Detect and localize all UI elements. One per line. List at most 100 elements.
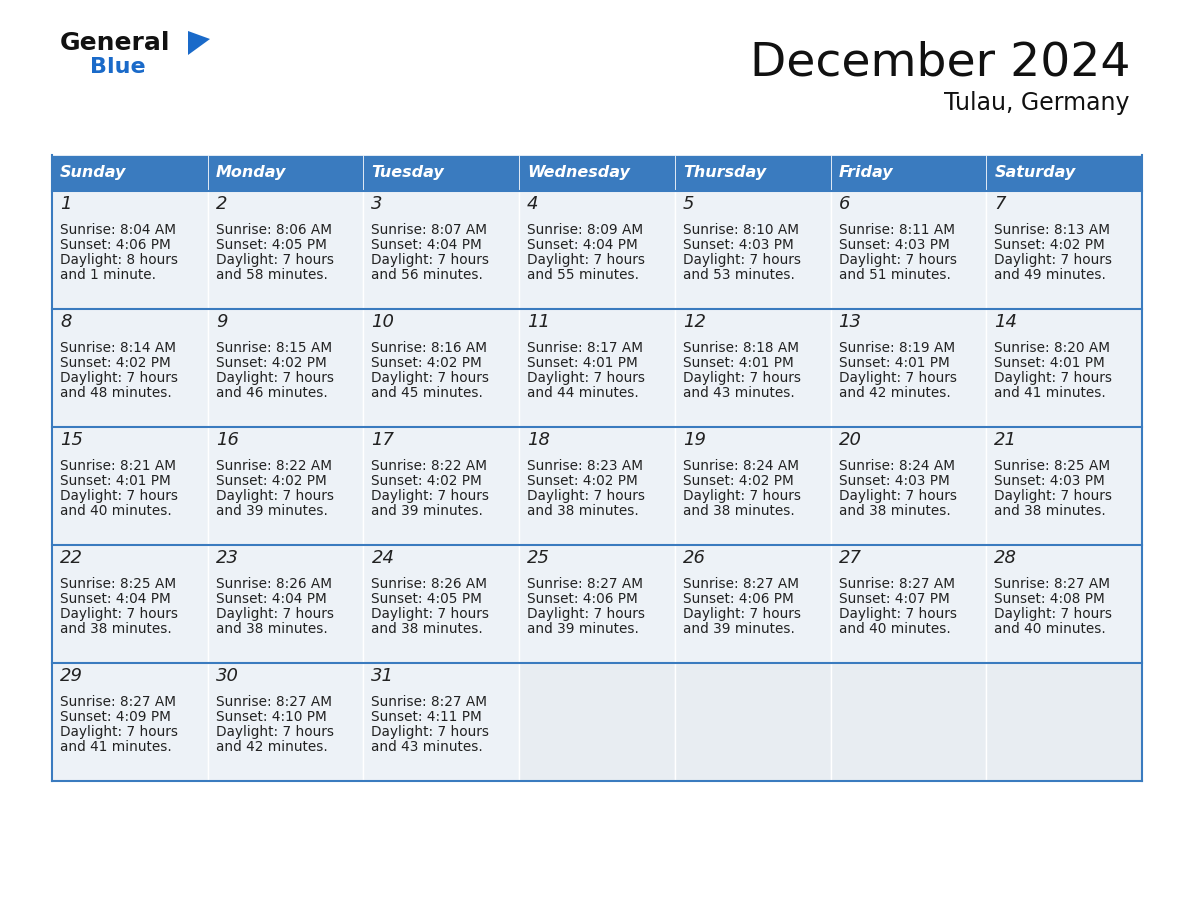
Text: Sunset: 4:04 PM: Sunset: 4:04 PM bbox=[372, 238, 482, 252]
Bar bbox=[364, 309, 519, 427]
Text: Sunrise: 8:07 AM: Sunrise: 8:07 AM bbox=[372, 223, 487, 237]
Text: 25: 25 bbox=[527, 549, 550, 567]
Text: 27: 27 bbox=[839, 549, 861, 567]
Text: 31: 31 bbox=[372, 667, 394, 685]
Text: Daylight: 7 hours: Daylight: 7 hours bbox=[61, 607, 178, 621]
Text: and 40 minutes.: and 40 minutes. bbox=[61, 504, 172, 518]
Bar bbox=[675, 663, 830, 781]
Text: Sunset: 4:02 PM: Sunset: 4:02 PM bbox=[994, 238, 1105, 252]
Bar bbox=[830, 427, 986, 545]
Text: Sunset: 4:04 PM: Sunset: 4:04 PM bbox=[61, 592, 171, 606]
Bar bbox=[986, 663, 1142, 781]
Text: Daylight: 7 hours: Daylight: 7 hours bbox=[994, 371, 1112, 385]
Text: and 41 minutes.: and 41 minutes. bbox=[61, 740, 172, 754]
Text: Sunrise: 8:22 AM: Sunrise: 8:22 AM bbox=[372, 459, 487, 473]
Text: Sunset: 4:03 PM: Sunset: 4:03 PM bbox=[839, 474, 949, 488]
Bar bbox=[519, 309, 675, 427]
Text: and 48 minutes.: and 48 minutes. bbox=[61, 386, 172, 400]
Text: Daylight: 7 hours: Daylight: 7 hours bbox=[527, 489, 645, 503]
Text: Sunrise: 8:27 AM: Sunrise: 8:27 AM bbox=[216, 695, 331, 709]
Bar bbox=[364, 427, 519, 545]
Text: Sunset: 4:08 PM: Sunset: 4:08 PM bbox=[994, 592, 1105, 606]
Text: Daylight: 8 hours: Daylight: 8 hours bbox=[61, 253, 178, 267]
Text: Sunset: 4:01 PM: Sunset: 4:01 PM bbox=[683, 356, 794, 370]
Bar bbox=[519, 155, 675, 191]
Bar bbox=[830, 155, 986, 191]
Text: Sunrise: 8:16 AM: Sunrise: 8:16 AM bbox=[372, 341, 487, 355]
Text: December 2024: December 2024 bbox=[750, 40, 1130, 85]
Text: Sunrise: 8:27 AM: Sunrise: 8:27 AM bbox=[372, 695, 487, 709]
Text: Sunrise: 8:27 AM: Sunrise: 8:27 AM bbox=[683, 577, 798, 591]
Text: 11: 11 bbox=[527, 313, 550, 331]
Text: Sunrise: 8:26 AM: Sunrise: 8:26 AM bbox=[216, 577, 331, 591]
Text: and 58 minutes.: and 58 minutes. bbox=[216, 268, 328, 282]
Text: and 38 minutes.: and 38 minutes. bbox=[61, 622, 172, 636]
Text: 24: 24 bbox=[372, 549, 394, 567]
Text: Sunrise: 8:27 AM: Sunrise: 8:27 AM bbox=[839, 577, 955, 591]
Bar bbox=[830, 191, 986, 309]
Text: Daylight: 7 hours: Daylight: 7 hours bbox=[839, 371, 956, 385]
Bar bbox=[208, 427, 364, 545]
Text: 18: 18 bbox=[527, 431, 550, 449]
Text: Daylight: 7 hours: Daylight: 7 hours bbox=[372, 489, 489, 503]
Bar bbox=[208, 155, 364, 191]
Text: General: General bbox=[61, 31, 171, 55]
Bar bbox=[364, 545, 519, 663]
Text: Daylight: 7 hours: Daylight: 7 hours bbox=[839, 253, 956, 267]
Text: 15: 15 bbox=[61, 431, 83, 449]
Text: and 45 minutes.: and 45 minutes. bbox=[372, 386, 484, 400]
Text: Wednesday: Wednesday bbox=[527, 165, 630, 181]
Text: 6: 6 bbox=[839, 195, 851, 213]
Text: Sunday: Sunday bbox=[61, 165, 126, 181]
Text: Sunset: 4:01 PM: Sunset: 4:01 PM bbox=[839, 356, 949, 370]
Text: 21: 21 bbox=[994, 431, 1017, 449]
Bar bbox=[830, 309, 986, 427]
Text: Sunrise: 8:27 AM: Sunrise: 8:27 AM bbox=[61, 695, 176, 709]
Text: Sunrise: 8:27 AM: Sunrise: 8:27 AM bbox=[994, 577, 1111, 591]
Text: 19: 19 bbox=[683, 431, 706, 449]
Text: and 46 minutes.: and 46 minutes. bbox=[216, 386, 328, 400]
Text: Sunset: 4:01 PM: Sunset: 4:01 PM bbox=[61, 474, 171, 488]
Text: and 38 minutes.: and 38 minutes. bbox=[216, 622, 328, 636]
Text: and 56 minutes.: and 56 minutes. bbox=[372, 268, 484, 282]
Text: Sunrise: 8:13 AM: Sunrise: 8:13 AM bbox=[994, 223, 1111, 237]
Bar bbox=[675, 191, 830, 309]
Text: Daylight: 7 hours: Daylight: 7 hours bbox=[61, 489, 178, 503]
Text: Sunrise: 8:14 AM: Sunrise: 8:14 AM bbox=[61, 341, 176, 355]
Text: Sunrise: 8:25 AM: Sunrise: 8:25 AM bbox=[61, 577, 176, 591]
Text: Monday: Monday bbox=[216, 165, 286, 181]
Text: Sunset: 4:02 PM: Sunset: 4:02 PM bbox=[216, 356, 327, 370]
Text: Sunrise: 8:06 AM: Sunrise: 8:06 AM bbox=[216, 223, 331, 237]
Text: Sunrise: 8:21 AM: Sunrise: 8:21 AM bbox=[61, 459, 176, 473]
Text: Sunrise: 8:15 AM: Sunrise: 8:15 AM bbox=[216, 341, 331, 355]
Bar bbox=[364, 663, 519, 781]
Bar bbox=[52, 545, 208, 663]
Bar bbox=[830, 663, 986, 781]
Text: Sunrise: 8:19 AM: Sunrise: 8:19 AM bbox=[839, 341, 955, 355]
Text: and 39 minutes.: and 39 minutes. bbox=[527, 622, 639, 636]
Text: Sunset: 4:02 PM: Sunset: 4:02 PM bbox=[216, 474, 327, 488]
Text: Daylight: 7 hours: Daylight: 7 hours bbox=[994, 253, 1112, 267]
Text: and 38 minutes.: and 38 minutes. bbox=[839, 504, 950, 518]
Text: and 43 minutes.: and 43 minutes. bbox=[683, 386, 795, 400]
Text: 12: 12 bbox=[683, 313, 706, 331]
Text: Daylight: 7 hours: Daylight: 7 hours bbox=[683, 371, 801, 385]
Text: Sunset: 4:02 PM: Sunset: 4:02 PM bbox=[527, 474, 638, 488]
Text: Friday: Friday bbox=[839, 165, 893, 181]
Text: Sunset: 4:02 PM: Sunset: 4:02 PM bbox=[61, 356, 171, 370]
Text: Daylight: 7 hours: Daylight: 7 hours bbox=[216, 607, 334, 621]
Bar bbox=[52, 309, 208, 427]
Text: 3: 3 bbox=[372, 195, 383, 213]
Bar bbox=[52, 191, 208, 309]
Bar bbox=[52, 427, 208, 545]
Text: Blue: Blue bbox=[90, 57, 146, 77]
Text: 22: 22 bbox=[61, 549, 83, 567]
Text: Saturday: Saturday bbox=[994, 165, 1075, 181]
Text: Sunset: 4:02 PM: Sunset: 4:02 PM bbox=[683, 474, 794, 488]
Text: and 38 minutes.: and 38 minutes. bbox=[683, 504, 795, 518]
Text: Daylight: 7 hours: Daylight: 7 hours bbox=[216, 489, 334, 503]
Text: and 51 minutes.: and 51 minutes. bbox=[839, 268, 950, 282]
Text: 2: 2 bbox=[216, 195, 227, 213]
Text: Sunset: 4:04 PM: Sunset: 4:04 PM bbox=[527, 238, 638, 252]
Bar bbox=[519, 191, 675, 309]
